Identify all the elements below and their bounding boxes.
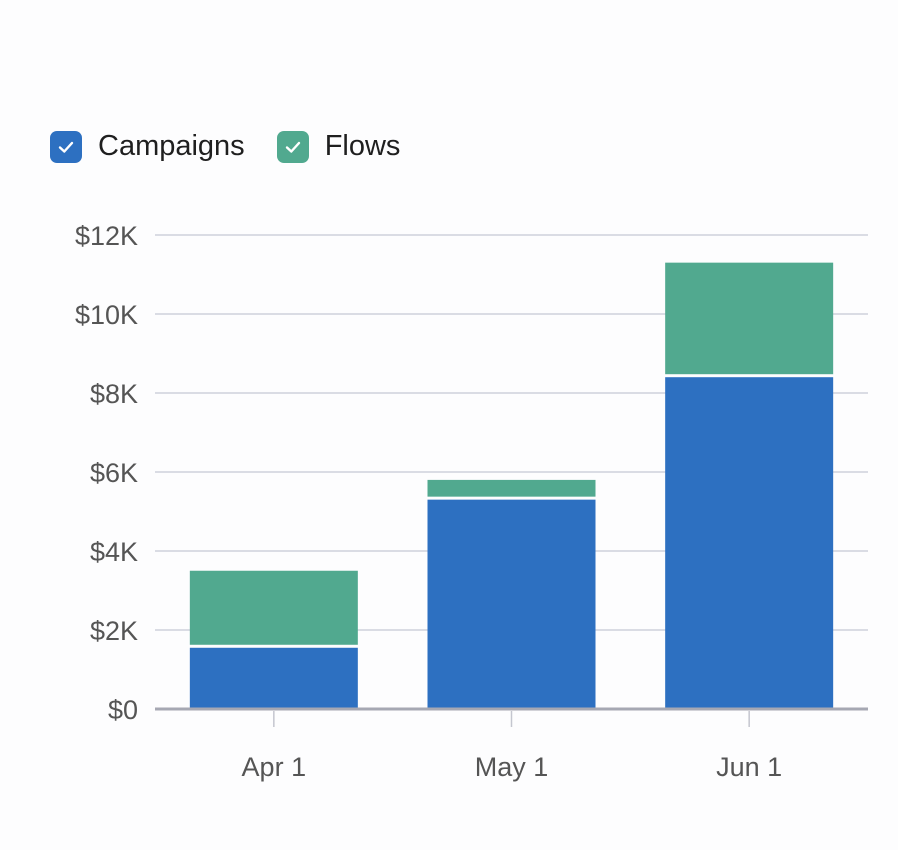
y-tick-label: $12K (75, 221, 138, 251)
legend-item-flows[interactable]: Flows (276, 130, 401, 163)
y-tick-label: $0 (108, 695, 138, 725)
y-tick-label: $6K (90, 458, 138, 488)
bar-flows-jun-1 (665, 262, 834, 375)
bar-flows-apr-1 (189, 570, 358, 645)
y-tick-label: $2K (90, 616, 138, 646)
x-tick-label: May 1 (475, 752, 549, 782)
bar-campaigns-may-1 (427, 499, 596, 709)
y-tick-label: $8K (90, 379, 138, 409)
legend-item-campaigns[interactable]: Campaigns (50, 130, 245, 163)
check-icon (285, 141, 300, 153)
check-icon (58, 141, 74, 153)
bar-campaigns-jun-1 (665, 377, 834, 709)
y-tick-label: $4K (90, 537, 138, 567)
bar-campaigns-apr-1 (189, 647, 358, 709)
flows-checkbox[interactable] (276, 130, 309, 163)
legend-label-campaigns: Campaigns (98, 130, 245, 162)
bar-flows-may-1 (427, 479, 596, 497)
campaigns-checkbox[interactable] (50, 130, 82, 163)
x-tick-label: Jun 1 (716, 752, 782, 782)
x-tick-label: Apr 1 (242, 752, 307, 782)
chart-legend: Campaigns Flows (50, 130, 432, 163)
legend-label-flows: Flows (324, 130, 401, 162)
y-tick-label: $10K (75, 300, 138, 330)
